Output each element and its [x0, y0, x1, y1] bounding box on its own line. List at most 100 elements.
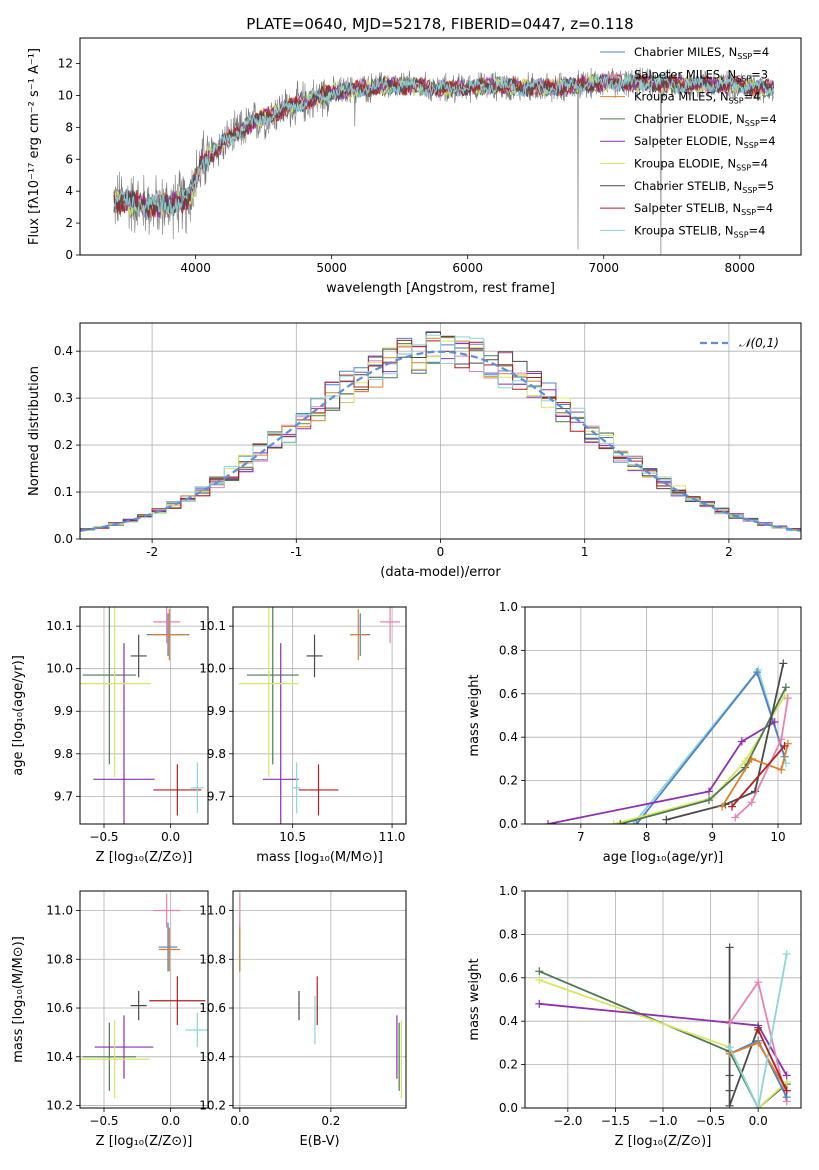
x-tick-label: 0.0 [161, 830, 180, 844]
y-tick-label: 10.0 [46, 662, 73, 676]
x-tick-label: 0 [437, 545, 445, 559]
weight-marker [747, 754, 756, 763]
errorbar-chabrier-elodie [82, 1022, 136, 1091]
plot-area [535, 943, 791, 1108]
y-tick-label: 2 [65, 216, 73, 230]
y-tick-label: 0.0 [499, 817, 518, 831]
errorbar-salpeter-stelib [298, 764, 339, 816]
x-tick-label: 8 [643, 830, 651, 844]
grid [525, 890, 801, 1109]
errorbar-chabrier-stelib [306, 634, 323, 678]
x-tick-label: 4000 [180, 261, 211, 275]
plot-area [544, 659, 792, 824]
weight-marker [782, 1086, 791, 1095]
weight-line-salpeter-elodie [547, 721, 776, 824]
errorbar-kroupa-stelib [292, 762, 301, 814]
y-tick-label: 6 [65, 152, 73, 166]
errorbar-salpeter-elodie [94, 1015, 154, 1079]
weight-marker [535, 999, 544, 1008]
x-tick-label: 9 [708, 830, 716, 844]
legend-label-sub: SSP [729, 97, 744, 106]
errorbar-chabrier-elodie [246, 607, 299, 765]
legend-label-normal: 𝒩(0,1) [739, 336, 779, 350]
panels: 4000 5000 6000 7000 8000024681012wavelength … [11, 37, 802, 1149]
grid [233, 607, 406, 824]
y-tick-label: 11.0 [46, 904, 73, 918]
errorbar-salpeter-elodie [262, 643, 299, 824]
weight-marker [705, 787, 713, 796]
x-tick-label: 8000 [725, 261, 756, 275]
x-tick-label: 0.0 [230, 1114, 249, 1128]
weight-marker [779, 659, 788, 668]
legend-label-tail: =4 [760, 112, 777, 126]
x-tick-label: −0.5 [696, 1114, 725, 1128]
y-tick-label: 10.1 [46, 619, 73, 633]
grid [80, 891, 208, 1108]
errorbar-salpeter-miles [153, 607, 180, 644]
errorbar-kroupa-miles [158, 927, 180, 972]
axes-frame [79, 606, 209, 825]
y-tick-label: 0.6 [499, 971, 518, 985]
x-tick-label: 5000 [316, 261, 347, 275]
weight-marker [770, 718, 779, 727]
x-tick-label: −1.5 [601, 1114, 630, 1128]
y-tick-label: 9.8 [207, 747, 226, 761]
y-tick-label: 0.8 [499, 643, 518, 657]
axes-frame [232, 890, 407, 1109]
x-tick-label: 0.0 [749, 1114, 768, 1128]
weight-marker [752, 668, 761, 677]
weight-marker [718, 802, 727, 811]
weight-marker [535, 967, 544, 976]
legend-label-sub: SSP [736, 164, 751, 173]
x-axis-label: mass [log₁₀(M/M⊙)] [256, 850, 383, 865]
normal-curve [80, 350, 801, 532]
legend-label-tail: =4 [759, 134, 776, 148]
legend-label-tail: =4 [744, 90, 761, 104]
y-tick-label: 10.8 [199, 952, 226, 966]
x-axis-label: age [log₁₀(age/yr)] [603, 850, 724, 865]
y-tick-label: 9.7 [54, 789, 73, 803]
errorbar-chabrier-stelib [130, 990, 147, 1021]
errorbar-salpeter-elodie [93, 643, 155, 824]
errorbar-salpeter-miles [380, 607, 401, 644]
weight-marker [705, 796, 713, 805]
errorbar-salpeter-miles [153, 893, 180, 928]
panel-mass-vs-ebv: 0.0 0.2 10.2 10.4 10.6 10.8 11.0 E(B-V) [199, 890, 407, 1149]
weight-line-salpeter-miles [734, 697, 789, 819]
y-tick-label: 10.2 [199, 1099, 226, 1113]
weight-marker [725, 1101, 734, 1108]
y-tick-label: 8 [65, 120, 73, 134]
weight-marker [737, 737, 746, 746]
y-tick-label: 9.9 [207, 704, 226, 718]
x-axis-label: Z [log₁₀(Z/Z⊙)] [96, 850, 193, 865]
legend-label-tail: =4 [756, 201, 773, 215]
legend-label: Chabrier MILES, NSSP=4 [634, 45, 769, 61]
x-axis-label: (data-model)/error [380, 565, 501, 580]
y-axis-label: age [log₁₀(age/yr)] [11, 655, 26, 776]
legend-label-tail: =4 [752, 45, 769, 59]
plot-area [238, 607, 401, 824]
x-axis-label: Z [log₁₀(Z/Z⊙)] [615, 1134, 712, 1149]
y-tick-label: 11.0 [199, 904, 226, 918]
legend-label-tail: =4 [749, 223, 766, 237]
legend-label: Salpeter MILES, NSSP=3 [634, 67, 768, 83]
y-axis-label: mass weight [467, 958, 482, 1040]
y-axis-label: Normed distribution [27, 366, 42, 496]
y-tick-label: 12 [58, 57, 73, 71]
plot-area [113, 67, 774, 255]
errorbar-kroupa-elodie [80, 607, 151, 778]
errorbar-kroupa-stelib [185, 1012, 208, 1048]
legend-label: Chabrier STELIB, NSSP=5 [634, 179, 774, 195]
legend-label-sub: SSP [734, 230, 749, 239]
weight-marker [754, 1038, 763, 1047]
x-axis-label: E(B-V) [299, 1134, 339, 1149]
y-tick-label: 0.3 [54, 391, 73, 405]
legend-label-tail: =4 [751, 157, 768, 171]
weight-line-salpeter-stelib [731, 745, 786, 808]
y-tick-label: 10.1 [199, 619, 226, 633]
errorbar-chabrier-elodie [82, 607, 136, 765]
errorbar-kroupa-miles [350, 609, 367, 661]
x-tick-label: −0.5 [89, 830, 118, 844]
x-tick-label: 11.0 [379, 830, 406, 844]
